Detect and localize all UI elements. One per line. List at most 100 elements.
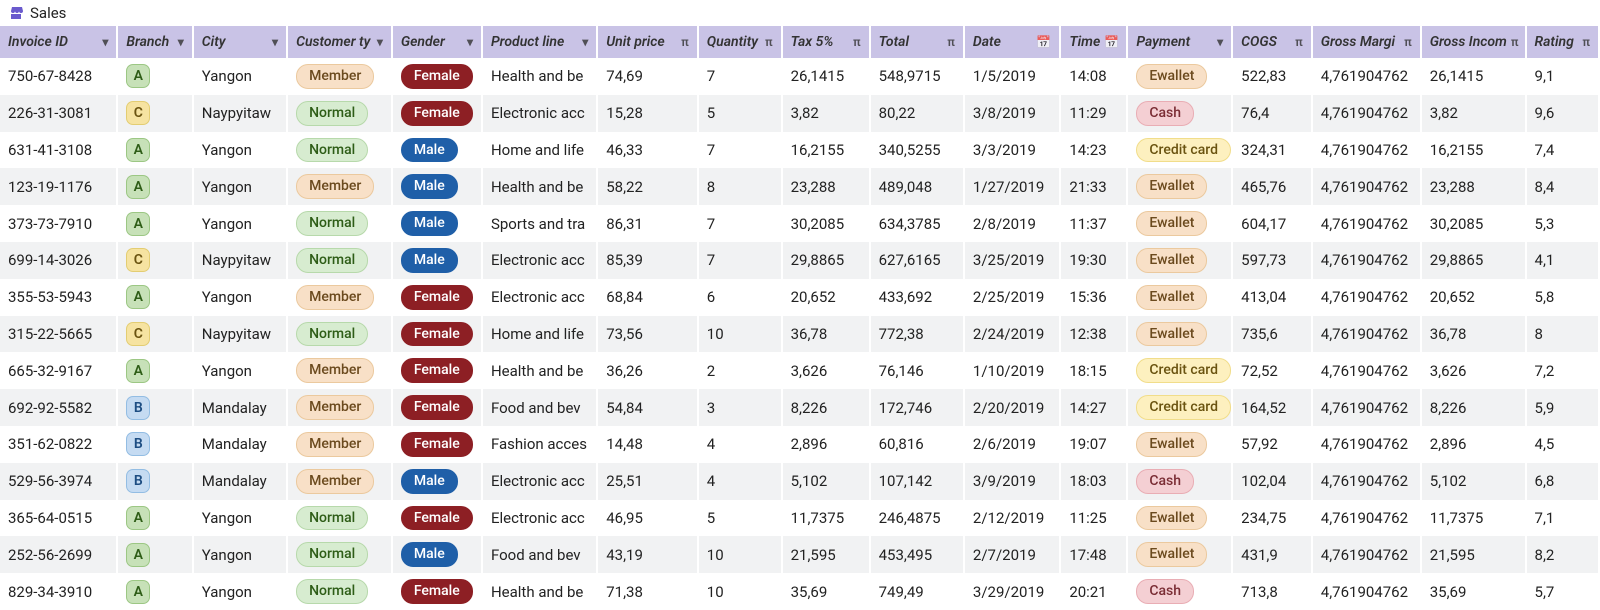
branch-chip: B [126,396,150,420]
table-row[interactable]: 355-53-5943AYangonMemberFemaleElectronic… [0,279,1599,316]
cell-invoice: 123-19-1176 [0,168,117,205]
cell-gm: 4,761904762 [1312,500,1421,537]
cell-time: 14:08 [1060,58,1127,95]
column-header[interactable]: Quantity π [698,26,782,58]
cell-gm: 4,761904762 [1312,536,1421,573]
column-header[interactable]: Gender▾ [392,26,482,58]
customer-pill: Normal [296,101,368,126]
gender-pill: Female [401,64,473,89]
branch-chip: B [126,432,150,456]
column-header[interactable]: Invoice ID▾ [0,26,117,58]
cell-tax: 26,1415 [782,58,870,95]
gender-pill: Male [401,542,458,567]
dropdown-icon: ▾ [467,35,473,49]
column-header[interactable]: Unit priceπ [597,26,698,58]
cell-payment: Credit card [1127,389,1232,426]
column-header[interactable]: City▾ [193,26,287,58]
cell-total: 489,048 [870,168,964,205]
cell-product: Electronic acc [482,463,597,500]
cell-payment: Ewallet [1127,500,1232,537]
cell-unit: 71,38 [597,573,698,610]
table-row[interactable]: 123-19-1176AYangonMemberMaleHealth and b… [0,168,1599,205]
cell-gm: 4,761904762 [1312,242,1421,279]
cell-city: Naypyitaw [193,316,287,353]
cell-gi: 26,1415 [1421,58,1526,95]
table-row[interactable]: 829-34-3910AYangonNormalFemaleHealth and… [0,573,1599,610]
column-header[interactable]: Payment▾ [1127,26,1232,58]
cell-city: Yangon [193,58,287,95]
cell-gi: 21,595 [1421,536,1526,573]
branch-chip: A [126,543,150,567]
table-row[interactable]: 750-67-8428AYangonMemberFemaleHealth and… [0,58,1599,95]
branch-chip: A [126,175,150,199]
cell-total: 80,22 [870,95,964,132]
cell-tax: 5,102 [782,463,870,500]
table-row[interactable]: 692-92-5582BMandalayMemberFemaleFood and… [0,389,1599,426]
cell-total: 627,6165 [870,242,964,279]
cell-rating: 4,5 [1526,426,1599,463]
cell-invoice: 373-73-7910 [0,205,117,242]
column-label: Quantity [707,34,758,50]
calendar-icon: 📅 [1036,35,1051,49]
table-row[interactable]: 351-62-0822BMandalayMemberFemaleFashion … [0,426,1599,463]
cell-city: Mandalay [193,389,287,426]
cell-gender: Female [392,426,482,463]
cell-branch: C [117,316,192,353]
cell-customer: Member [287,352,392,389]
cell-city: Mandalay [193,426,287,463]
column-header[interactable]: Product line▾ [482,26,597,58]
cell-city: Naypyitaw [193,242,287,279]
gender-pill: Female [401,101,473,126]
column-header[interactable]: COGSπ [1232,26,1312,58]
table-row[interactable]: 365-64-0515AYangonNormalFemaleElectronic… [0,500,1599,537]
dropdown-icon: ▾ [377,35,383,49]
cell-total: 246,4875 [870,500,964,537]
column-header[interactable]: Time📅 [1060,26,1127,58]
cell-customer: Normal [287,500,392,537]
table-row[interactable]: 699-14-3026CNaypyitawNormalMaleElectroni… [0,242,1599,279]
cell-qty: 6 [698,279,782,316]
column-header[interactable]: Branch▾ [117,26,192,58]
dropdown-icon: ▾ [1217,35,1223,49]
cell-gm: 4,761904762 [1312,279,1421,316]
table-row[interactable]: 315-22-5665CNaypyitawNormalFemaleHome an… [0,316,1599,353]
table-row[interactable]: 226-31-3081CNaypyitawNormalFemaleElectro… [0,95,1599,132]
column-header[interactable]: Tax 5%π [782,26,870,58]
cell-date: 2/20/2019 [964,389,1060,426]
column-header[interactable]: Totalπ [870,26,964,58]
cell-customer: Normal [287,95,392,132]
payment-pill: Credit card [1136,395,1231,420]
cell-total: 60,816 [870,426,964,463]
column-label: City [202,34,226,50]
cell-rating: 7,4 [1526,132,1599,169]
table-row[interactable]: 665-32-9167AYangonMemberFemaleHealth and… [0,352,1599,389]
cell-tax: 23,288 [782,168,870,205]
cell-qty: 7 [698,132,782,169]
cell-city: Yangon [193,279,287,316]
pi-icon: π [1582,35,1590,49]
table-row[interactable]: 631-41-3108AYangonNormalMaleHome and lif… [0,132,1599,169]
pi-icon: π [765,35,773,49]
cell-gender: Female [392,352,482,389]
cell-cogs: 57,92 [1232,426,1312,463]
column-header[interactable]: Gross Incomπ [1421,26,1526,58]
cell-tax: 3,626 [782,352,870,389]
table-row[interactable]: 252-56-2699AYangonNormalMaleFood and bev… [0,536,1599,573]
cell-customer: Member [287,168,392,205]
table-row[interactable]: 529-56-3974BMandalayMemberMaleElectronic… [0,463,1599,500]
column-header[interactable]: Gross Margiπ [1312,26,1421,58]
cell-gi: 2,896 [1421,426,1526,463]
cell-gi: 23,288 [1421,168,1526,205]
cell-branch: C [117,242,192,279]
cell-total: 76,146 [870,352,964,389]
cell-payment: Ewallet [1127,316,1232,353]
cell-city: Naypyitaw [193,95,287,132]
cell-tax: 3,82 [782,95,870,132]
cell-qty: 7 [698,205,782,242]
table-row[interactable]: 373-73-7910AYangonNormalMaleSports and t… [0,205,1599,242]
column-header[interactable]: Customer ty▾ [287,26,392,58]
cell-rating: 5,9 [1526,389,1599,426]
column-header[interactable]: Date📅 [964,26,1060,58]
cell-gm: 4,761904762 [1312,573,1421,610]
column-header[interactable]: Ratingπ [1526,26,1599,58]
